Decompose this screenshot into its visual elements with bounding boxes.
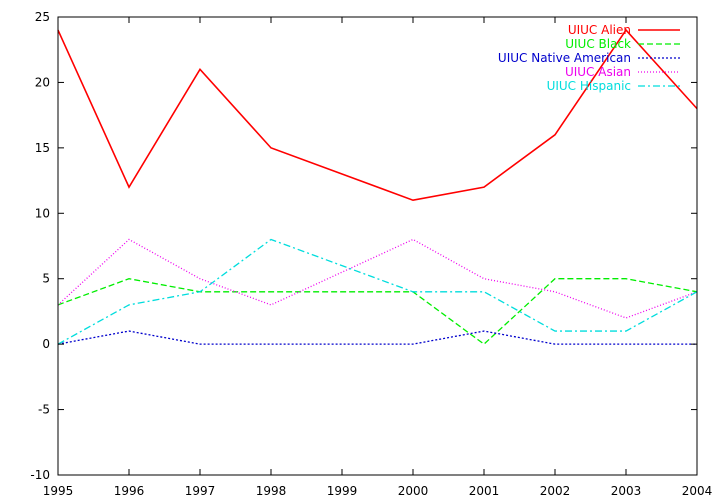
- series-line-uiuc-asian: [57, 238, 698, 319]
- x-tick-label: 2003: [611, 484, 642, 498]
- y-tick-label: -10: [30, 468, 50, 482]
- legend-label: UIUC Hispanic: [547, 79, 631, 93]
- y-tick-label: 20: [35, 75, 50, 89]
- legend-label: UIUC Alien: [568, 23, 631, 37]
- y-tick-label: -5: [38, 403, 50, 417]
- x-tick-label: 2000: [398, 484, 429, 498]
- series-line-uiuc-black: [57, 278, 698, 345]
- y-tick-label: 0: [42, 337, 50, 351]
- series-line-uiuc-native-american: [57, 330, 697, 345]
- y-tick-label: 10: [35, 206, 50, 220]
- x-tick-label: 1998: [256, 484, 287, 498]
- x-tick-label: 1997: [185, 484, 216, 498]
- axis-ticks: [57, 16, 698, 476]
- x-tick-label: 1996: [114, 484, 145, 498]
- x-tick-label: 2001: [469, 484, 500, 498]
- series-line-uiuc-hispanic: [57, 238, 698, 345]
- legend-label: UIUC Black: [565, 37, 631, 51]
- x-axis-tick-labels: 1995 1996 1997 1998 1999 2000 2001 2002 2003 2004: [43, 484, 713, 498]
- series-line-uiuc-alien: [57, 28, 698, 202]
- y-tick-label: 15: [35, 141, 50, 155]
- x-tick-label: 1995: [43, 484, 74, 498]
- y-tick-label: 25: [35, 10, 50, 24]
- legend-label: UIUC Asian: [565, 65, 631, 79]
- x-tick-label: 2004: [682, 484, 713, 498]
- plot-area-frame: [57, 16, 698, 476]
- x-tick-label: 2002: [540, 484, 571, 498]
- y-tick-label: 5: [42, 272, 50, 286]
- y-axis-tick-labels: -10 -5 0 5 10 15 20 25: [30, 10, 50, 482]
- series-lines: [57, 28, 698, 345]
- x-tick-label: 1999: [327, 484, 358, 498]
- legend-label: UIUC Native American: [498, 51, 631, 65]
